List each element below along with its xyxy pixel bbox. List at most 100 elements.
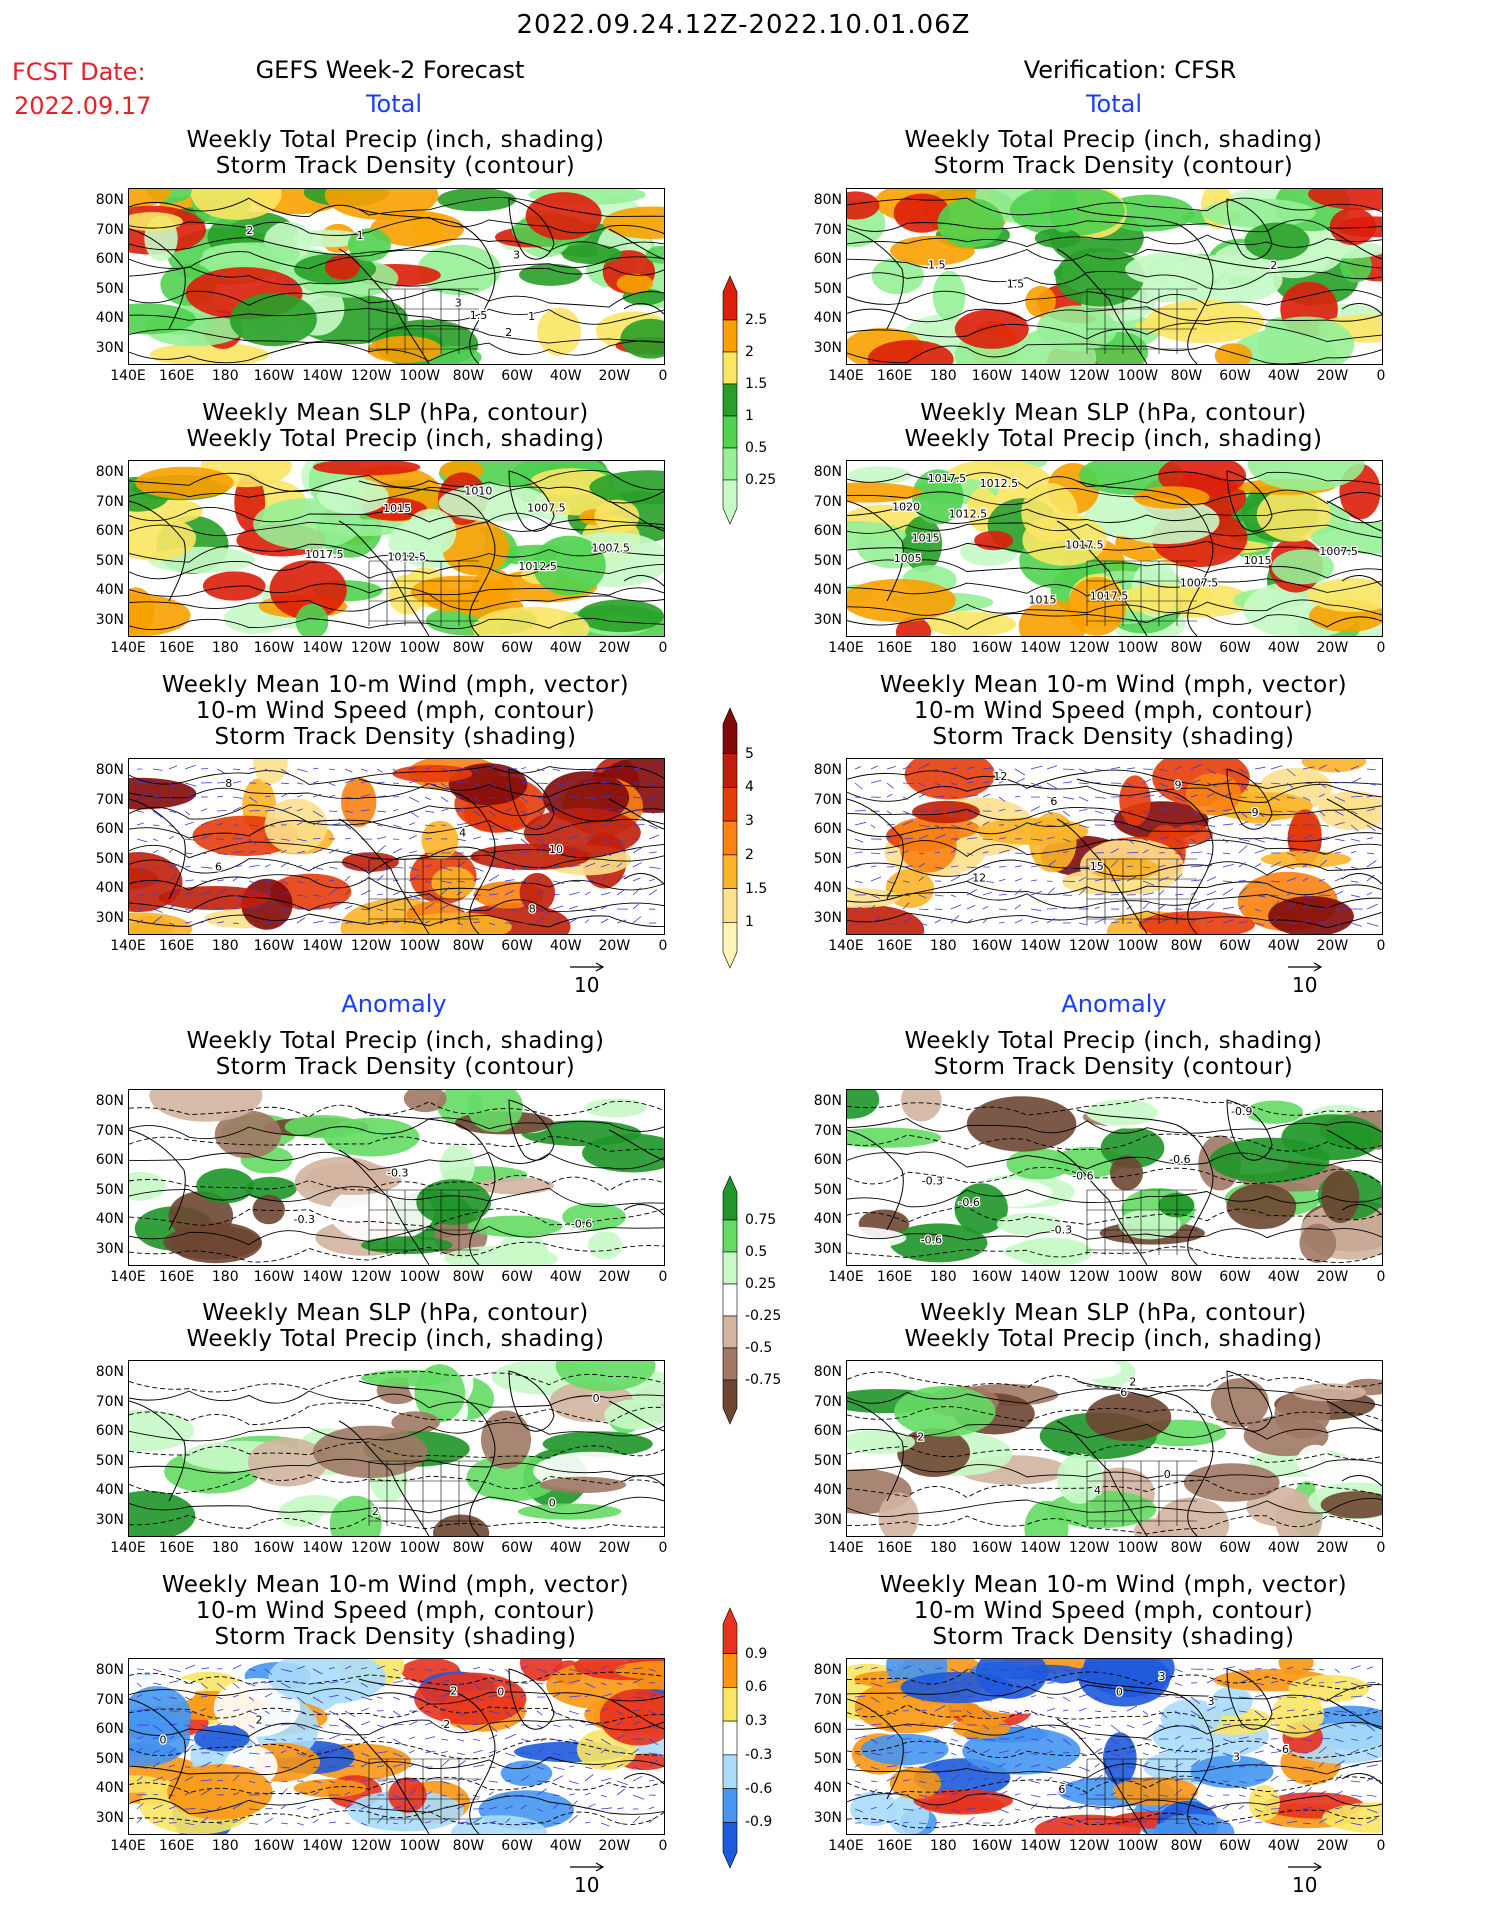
wind-vector xyxy=(584,891,591,896)
wind-vector xyxy=(934,796,945,798)
wind-vector xyxy=(1222,1752,1232,1757)
wind-vector xyxy=(216,852,228,856)
wind-vector xyxy=(1126,782,1132,787)
wind-vector xyxy=(264,1681,272,1684)
lon-tick-label: 140W xyxy=(302,938,343,954)
wind-vector xyxy=(1030,1816,1040,1824)
wind-vector xyxy=(600,807,612,812)
lon-tick-label: 40W xyxy=(549,1838,582,1854)
shading-blob xyxy=(577,1820,664,1834)
lon-tick-label: 100W xyxy=(399,1540,441,1556)
wind-vector xyxy=(1238,1819,1251,1824)
shading-blob xyxy=(229,293,317,347)
contour-label: 3 xyxy=(1159,1670,1166,1683)
wind-vector xyxy=(1302,834,1313,840)
wind-vector xyxy=(1046,1724,1056,1729)
wind-vector xyxy=(918,908,929,911)
wind-vector xyxy=(1174,1808,1183,1813)
lon-tick-label: 20W xyxy=(1316,1838,1349,1854)
shading-blob xyxy=(897,1428,971,1477)
wind-vector xyxy=(648,1668,656,1672)
wind-vector xyxy=(1014,1748,1022,1754)
contour-line xyxy=(129,1738,664,1760)
lon-tick-label: 20W xyxy=(1316,938,1349,954)
wind-vector xyxy=(296,1752,305,1756)
contour-line xyxy=(847,197,1382,216)
lon-tick-label: 140W xyxy=(302,1540,343,1556)
panel-title: Weekly Total Precip (inch, shading) Storm… xyxy=(98,127,693,179)
wind-vector xyxy=(950,824,962,829)
wind-vector xyxy=(136,1803,144,1810)
wind-vector xyxy=(616,1696,622,1702)
wind-vector xyxy=(1366,1708,1373,1712)
contour-line xyxy=(847,289,1382,307)
wind-vector xyxy=(376,810,387,813)
lon-tick-label: 160W xyxy=(971,938,1013,954)
wind-vector xyxy=(216,1722,222,1726)
lat-tick-label: 70N xyxy=(95,493,124,510)
wind-vector xyxy=(1014,852,1023,854)
shading-blob xyxy=(1024,1500,1069,1536)
wind-vector xyxy=(536,1788,547,1796)
lat-tick-label: 70N xyxy=(95,1691,124,1708)
wind-vector xyxy=(1030,1710,1039,1716)
wind-vector xyxy=(648,866,661,869)
panel-title-line: Weekly Total Precip (inch, shading) xyxy=(904,426,1323,452)
wind-vector xyxy=(1254,849,1266,854)
wind-vector xyxy=(392,1822,399,1825)
wind-vector xyxy=(1126,838,1135,844)
wind-vector xyxy=(1142,810,1151,816)
wind-vector xyxy=(1318,1790,1326,1796)
contour-line xyxy=(847,578,1382,597)
wind-vector xyxy=(520,850,533,854)
shading-blob xyxy=(421,820,459,860)
shading-blob xyxy=(1321,1170,1360,1223)
wind-vector xyxy=(998,1762,1006,1768)
wind-vector xyxy=(1334,781,1344,784)
shading-blob xyxy=(937,198,1004,248)
wind-vector xyxy=(648,796,657,801)
shading-blob xyxy=(1256,488,1331,542)
wind-vector xyxy=(504,1762,512,1768)
wind-vector xyxy=(424,1821,431,1824)
wind-vector xyxy=(854,821,867,826)
wind-vector xyxy=(1030,1780,1041,1784)
wind-vector xyxy=(520,1794,529,1798)
wind-vector xyxy=(1366,892,1373,896)
shading-blob xyxy=(1085,1099,1159,1126)
wind-vector xyxy=(1302,796,1311,801)
wind-vector xyxy=(568,880,581,882)
lon-tick-label: 180 xyxy=(211,1540,239,1556)
lon-tick-label: 160E xyxy=(158,640,195,656)
wind-vector xyxy=(1158,1778,1168,1782)
wind-vector xyxy=(934,1821,941,1824)
wind-vector xyxy=(184,764,196,770)
wind-vector xyxy=(392,920,405,924)
lat-tick-label: 70N xyxy=(95,221,124,238)
lat-tick-label: 50N xyxy=(95,850,124,867)
wind-vector xyxy=(1094,1747,1103,1754)
coast-europe xyxy=(608,228,664,315)
wind-vector xyxy=(584,919,590,924)
wind-vector xyxy=(870,1666,878,1670)
wind-vector xyxy=(998,1778,1004,1782)
wind-vector xyxy=(1014,810,1022,812)
wind-vector xyxy=(1046,1708,1056,1712)
panel-title-line: Storm Track Density (contour) xyxy=(933,153,1294,179)
wind-vector xyxy=(1350,1764,1359,1768)
wind-vector xyxy=(376,836,386,840)
wind-vector xyxy=(520,767,527,770)
wind-vector xyxy=(886,1668,893,1672)
wind-vector xyxy=(152,915,162,924)
wind-vector xyxy=(1286,1724,1296,1730)
contour-line xyxy=(847,1704,1382,1722)
wind-vector xyxy=(1046,782,1057,789)
lon-tick-label: 140W xyxy=(302,1838,343,1854)
wind-vector xyxy=(424,824,435,827)
wind-vector xyxy=(1206,1677,1217,1684)
wind-vector xyxy=(232,838,242,840)
wind-vector xyxy=(1030,782,1042,788)
wind-vector xyxy=(1206,920,1214,924)
panel-title-line: 10-m Wind Speed (mph, contour) xyxy=(913,698,1314,724)
wind-vector xyxy=(1302,1695,1312,1698)
